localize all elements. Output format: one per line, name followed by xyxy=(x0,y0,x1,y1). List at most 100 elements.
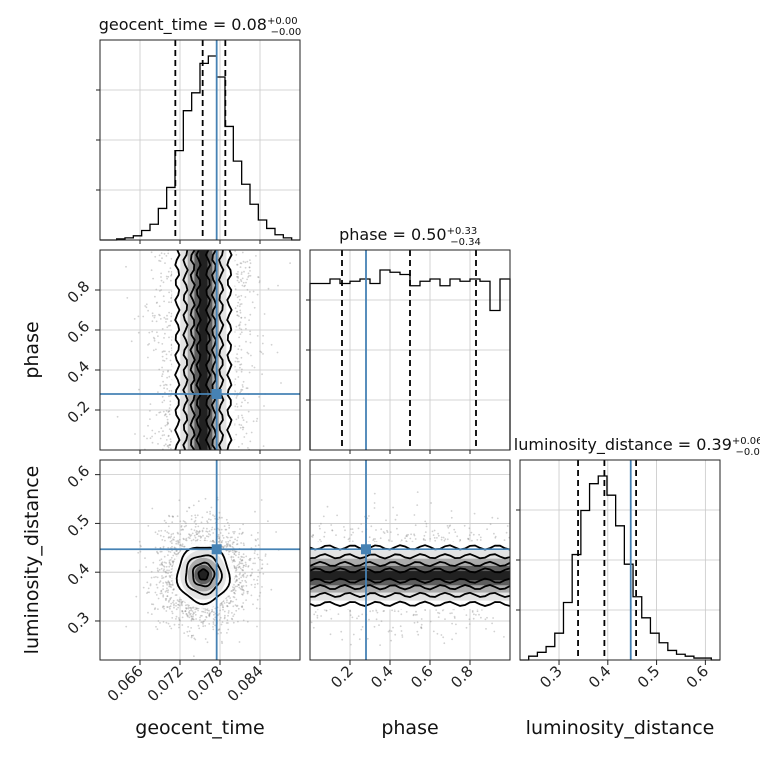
scatter-point xyxy=(230,600,232,602)
scatter-point xyxy=(147,611,149,614)
scatter-point xyxy=(233,591,236,594)
contour-line xyxy=(182,250,189,450)
scatter-point xyxy=(270,343,273,346)
scatter-point xyxy=(241,401,243,404)
scatter-point xyxy=(238,641,241,643)
scatter-point xyxy=(221,516,223,519)
scatter-point xyxy=(162,370,165,373)
scatter-point xyxy=(232,621,235,624)
scatter-point xyxy=(169,585,172,588)
scatter-point xyxy=(388,629,391,632)
scatter-point xyxy=(168,515,171,518)
scatter-point xyxy=(233,566,236,568)
scatter-point xyxy=(161,401,164,404)
scatter-point xyxy=(230,590,233,592)
scatter-point xyxy=(425,522,428,525)
scatter-point xyxy=(150,576,153,579)
scatter-point xyxy=(280,382,282,384)
scatter-point xyxy=(170,257,173,260)
scatter-point xyxy=(234,589,237,592)
scatter-point xyxy=(206,530,209,533)
scatter-point xyxy=(262,334,264,337)
scatter-point xyxy=(247,590,250,593)
scatter-point xyxy=(242,419,245,421)
scatter-point xyxy=(243,270,245,273)
scatter-point xyxy=(225,541,227,543)
contour-line xyxy=(197,568,210,581)
scatter-point xyxy=(166,418,169,421)
scatter-point xyxy=(193,529,196,532)
scatter-point xyxy=(240,294,243,297)
scatter-point xyxy=(242,574,245,577)
scatter-point xyxy=(172,601,174,604)
scatter-point xyxy=(191,606,194,609)
scatter-point xyxy=(165,562,168,564)
scatter-point xyxy=(262,445,265,447)
joint-panel-geocent_time-luminosity_distance xyxy=(125,496,280,658)
scatter-point xyxy=(235,580,238,582)
scatter-point xyxy=(211,539,214,542)
scatter-point xyxy=(153,339,156,342)
scatter-point xyxy=(167,446,170,449)
density-ellipse xyxy=(199,570,208,580)
scatter-point xyxy=(245,387,248,390)
scatter-point xyxy=(175,553,177,556)
scatter-point xyxy=(267,287,270,290)
scatter-point xyxy=(208,530,211,533)
scatter-point xyxy=(349,610,352,612)
scatter-point xyxy=(163,414,166,417)
scatter-point xyxy=(225,622,228,624)
scatter-point xyxy=(166,583,169,586)
scatter-point xyxy=(245,281,247,284)
scatter-point xyxy=(137,315,140,318)
scatter-point xyxy=(236,357,239,360)
scatter-point xyxy=(176,599,179,601)
scatter-point xyxy=(177,543,180,545)
scatter-point xyxy=(229,601,232,604)
scatter-point xyxy=(233,553,236,556)
scatter-point xyxy=(201,610,204,613)
contour-line xyxy=(204,250,212,450)
scatter-point xyxy=(416,613,418,616)
scatter-point xyxy=(240,542,243,544)
scatter-point xyxy=(232,560,235,563)
scatter-point xyxy=(183,632,186,634)
scatter-point xyxy=(163,252,166,255)
scatter-point xyxy=(242,569,244,572)
scatter-point xyxy=(174,552,176,555)
scatter-point xyxy=(188,616,191,619)
scatter-point xyxy=(247,352,250,355)
scatter-point xyxy=(434,539,437,542)
scatter-point xyxy=(233,596,236,599)
scatter-point xyxy=(245,581,248,584)
scatter-point xyxy=(450,516,453,519)
scatter-point xyxy=(178,598,181,601)
scatter-point xyxy=(204,537,207,539)
scatter-point xyxy=(383,610,385,612)
scatter-point xyxy=(190,615,193,617)
scatter-point xyxy=(160,276,162,278)
scatter-point xyxy=(188,533,191,536)
scatter-point xyxy=(350,643,352,646)
scatter-point xyxy=(248,266,251,269)
scatter-point xyxy=(161,561,164,564)
scatter-point xyxy=(171,617,174,619)
scatter-point xyxy=(470,531,473,534)
scatter-point xyxy=(264,553,267,556)
scatter-point xyxy=(242,281,245,284)
scatter-point xyxy=(149,410,151,412)
scatter-point xyxy=(232,600,234,603)
scatter-point xyxy=(249,574,252,577)
scatter-point xyxy=(247,401,249,404)
scatter-point xyxy=(261,373,263,376)
scatter-point xyxy=(163,399,166,402)
scatter-point xyxy=(239,311,242,314)
scatter-point xyxy=(159,260,162,262)
scatter-point xyxy=(246,260,249,263)
scatter-point xyxy=(234,585,237,588)
scatter-point xyxy=(242,566,245,569)
scatter-point xyxy=(168,581,171,584)
scatter-point xyxy=(197,535,200,537)
scatter-point xyxy=(169,536,172,539)
scatter-point xyxy=(184,610,187,613)
